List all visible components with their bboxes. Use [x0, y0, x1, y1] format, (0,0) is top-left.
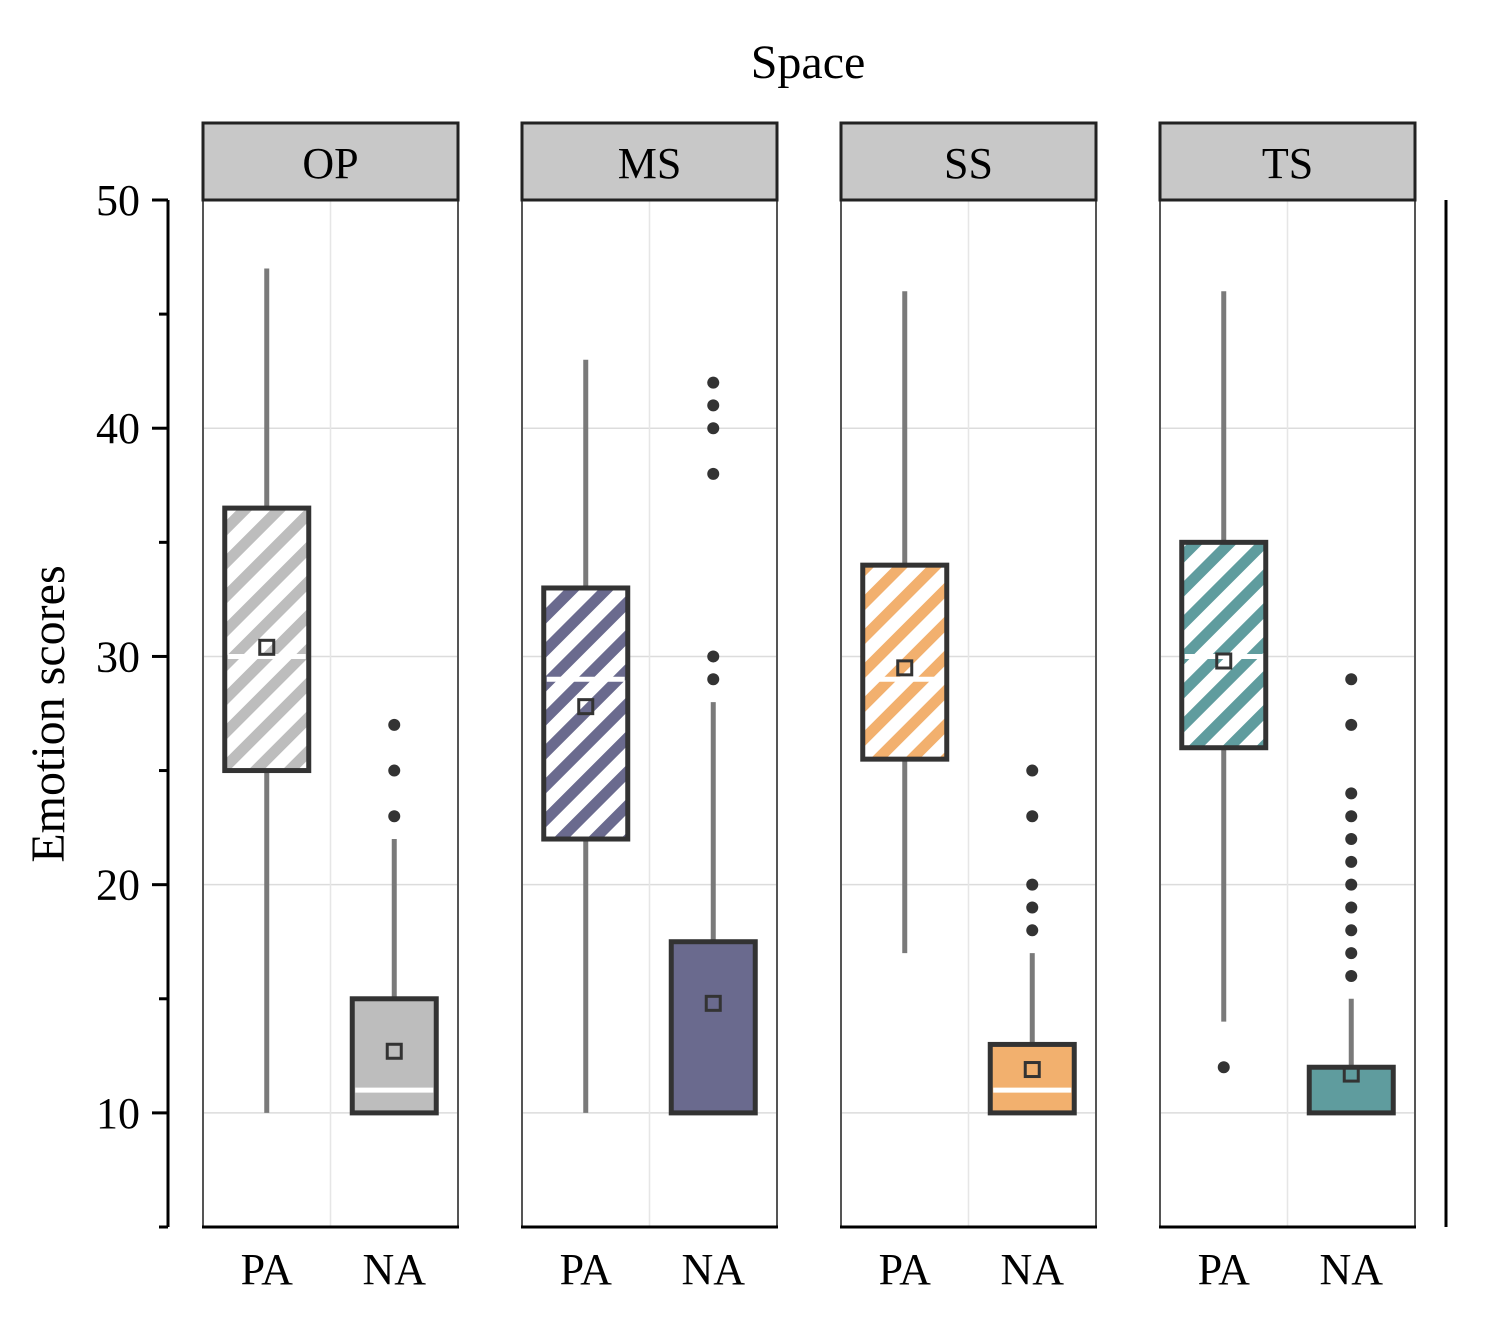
- y-tick-label: 20: [96, 861, 140, 910]
- box-body: [987, 1041, 1077, 1116]
- outlier-point: [1026, 901, 1039, 914]
- mean-marker: [577, 698, 595, 716]
- x-tick-label: PA: [1198, 1245, 1250, 1294]
- outlier-point: [1345, 718, 1358, 731]
- panel-op: OP PA NA: [201, 121, 460, 1294]
- outlier-point: [707, 399, 720, 412]
- outlier-point: [1026, 810, 1039, 823]
- x-tick-label: PA: [241, 1245, 293, 1294]
- box-ms-pa: PA: [541, 359, 631, 1294]
- facet-panels: OP PA NA MS PA NA SS PA NA TS PA NA: [201, 121, 1417, 1294]
- mean-marker: [896, 659, 914, 677]
- facet-label: TS: [1262, 139, 1313, 188]
- box-op-na: NA: [349, 718, 439, 1294]
- y-tick-label: 10: [96, 1089, 140, 1138]
- outlier-point: [1345, 969, 1358, 982]
- axes: 10 20 30 40 50: [96, 176, 1448, 1229]
- outlier-point: [707, 650, 720, 663]
- x-tick-label: PA: [560, 1245, 612, 1294]
- box-body: [349, 996, 439, 1116]
- box-body: [1306, 1064, 1396, 1116]
- outlier-point: [388, 718, 401, 731]
- outlier-point: [388, 810, 401, 823]
- outlier-point: [707, 673, 720, 686]
- box-op-pa: PA: [222, 268, 312, 1294]
- mean-marker: [385, 1042, 403, 1060]
- panel-ss: SS PA NA: [839, 121, 1098, 1294]
- mean-marker: [258, 638, 276, 656]
- outlier-point: [1026, 924, 1039, 937]
- facet-strip: [1158, 121, 1417, 202]
- y-tick-label: 40: [96, 404, 140, 453]
- y-axis-label: Emotion scores: [22, 565, 75, 862]
- box-ss-pa: PA: [860, 291, 950, 1294]
- box-body: [668, 939, 758, 1116]
- outlier-point: [1345, 787, 1358, 800]
- panel-ms: MS PA NA: [520, 121, 779, 1294]
- outlier-point: [707, 422, 720, 435]
- outlier-point: [1345, 924, 1358, 937]
- outlier-point: [707, 376, 720, 389]
- y-tick-label: 30: [96, 632, 140, 681]
- facet-label: SS: [944, 139, 993, 188]
- box-ts-pa: PA: [1179, 291, 1269, 1294]
- outlier-point: [1345, 833, 1358, 846]
- box-ss-na: NA: [987, 764, 1077, 1294]
- outlier-point: [1026, 764, 1039, 777]
- mean-marker: [1023, 1061, 1041, 1079]
- facet-strip: [201, 121, 460, 202]
- x-tick-label: NA: [1319, 1245, 1383, 1294]
- facet-label: MS: [618, 139, 682, 188]
- outlier-point: [1345, 901, 1358, 914]
- panel-ts: TS PA NA: [1158, 121, 1417, 1294]
- mean-marker: [704, 994, 722, 1012]
- facet-strip: [520, 121, 779, 202]
- outlier-point: [1345, 947, 1358, 960]
- outlier-point: [1026, 878, 1039, 891]
- facet-strip: [839, 121, 1098, 202]
- mean-marker: [1342, 1065, 1360, 1083]
- outlier-point: [1345, 878, 1358, 891]
- x-tick-label: NA: [362, 1245, 426, 1294]
- outlier-point: [707, 467, 720, 480]
- chart-title: Space: [751, 36, 866, 89]
- x-tick-label: NA: [681, 1245, 745, 1294]
- mean-marker: [1215, 652, 1233, 670]
- x-tick-label: NA: [1000, 1245, 1064, 1294]
- y-tick-label: 50: [96, 176, 140, 225]
- box-body: [1179, 539, 1269, 751]
- outlier-point: [1217, 1061, 1230, 1074]
- outlier-point: [1345, 855, 1358, 868]
- outlier-point: [1345, 810, 1358, 823]
- facet-label: OP: [302, 139, 358, 188]
- box-ts-na: NA: [1306, 673, 1396, 1294]
- outlier-point: [1345, 673, 1358, 686]
- x-tick-label: PA: [879, 1245, 931, 1294]
- box-ms-na: NA: [668, 376, 758, 1294]
- outlier-point: [388, 764, 401, 777]
